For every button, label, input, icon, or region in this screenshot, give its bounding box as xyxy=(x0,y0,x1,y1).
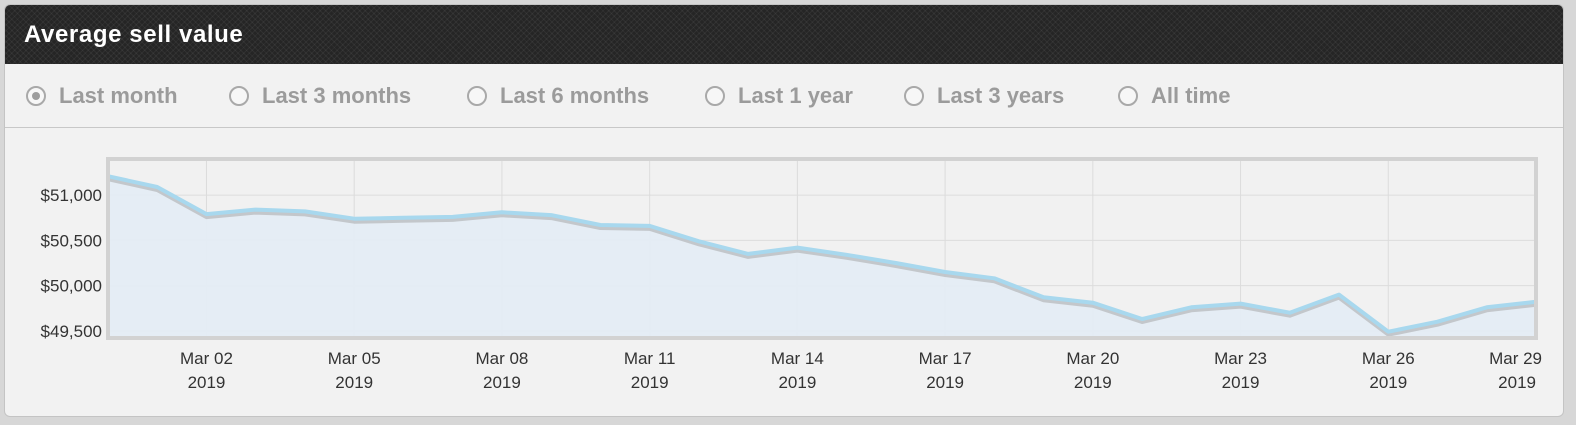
x-tick-label: Mar 11 xyxy=(624,349,676,368)
sell-value-chart: $51,000 $50,500 $50,000 $49,500 Mar 02 2019 Ma… xyxy=(41,157,1542,392)
series-line-shadow xyxy=(107,177,1537,337)
range-option-last-1-year[interactable]: Last 1 year xyxy=(705,64,853,128)
x-tick-label: Mar 20 xyxy=(1066,349,1119,368)
x-tick-label: Mar 05 xyxy=(328,349,381,368)
radio-icon[interactable] xyxy=(467,86,487,106)
x-tick-label: Mar 29 xyxy=(1489,349,1542,368)
y-tick-label: $50,500 xyxy=(41,231,102,250)
radio-icon[interactable] xyxy=(26,86,46,106)
radio-icon[interactable] xyxy=(1118,86,1138,106)
radio-icon[interactable] xyxy=(904,86,924,106)
panel-title: Average sell value xyxy=(5,5,1563,64)
radio-icon[interactable] xyxy=(229,86,249,106)
series-line xyxy=(106,174,1538,334)
range-option-last-3-years[interactable]: Last 3 years xyxy=(904,64,1064,128)
range-option-all-time[interactable]: All time xyxy=(1118,64,1230,128)
x-tick-year-label: 2019 xyxy=(188,373,226,392)
range-label: Last 3 months xyxy=(262,83,412,108)
x-tick-year-label: 2019 xyxy=(778,373,816,392)
x-tick-year-label: 2019 xyxy=(1222,373,1260,392)
x-tick-year-label: 2019 xyxy=(1498,373,1536,392)
x-tick-label: Mar 23 xyxy=(1214,349,1267,368)
time-range-selector: Last month Last 3 months Last 6 months L… xyxy=(5,64,1563,128)
x-tick-label: Mar 02 xyxy=(180,349,233,368)
x-tick-label: Mar 08 xyxy=(475,349,528,368)
y-tick-label: $49,500 xyxy=(41,322,102,341)
x-tick-year-label: 2019 xyxy=(335,373,373,392)
y-tick-label: $50,000 xyxy=(41,277,102,296)
plot-frame xyxy=(106,157,1538,340)
range-option-last-month[interactable]: Last month xyxy=(26,64,178,128)
x-tick-label: Mar 14 xyxy=(771,349,824,368)
x-tick-year-label: 2019 xyxy=(483,373,521,392)
radio-icon[interactable] xyxy=(705,86,725,106)
average-sell-value-panel: Average sell value Last month Last 3 mon… xyxy=(4,4,1564,417)
range-label: Last 6 months xyxy=(500,83,650,108)
y-tick-label: $51,000 xyxy=(41,186,102,205)
x-tick-year-label: 2019 xyxy=(926,373,964,392)
range-label: Last 3 years xyxy=(937,83,1065,108)
x-tick-year-label: 2019 xyxy=(631,373,669,392)
x-tick-year-label: 2019 xyxy=(1369,373,1407,392)
range-label: Last month xyxy=(59,83,178,108)
range-option-last-6-months[interactable]: Last 6 months xyxy=(467,64,649,128)
x-tick-label: Mar 26 xyxy=(1362,349,1415,368)
range-option-last-3-months[interactable]: Last 3 months xyxy=(229,64,411,128)
x-tick-year-label: 2019 xyxy=(1074,373,1112,392)
range-label: Last 1 year xyxy=(738,83,853,108)
range-label: All time xyxy=(1151,83,1231,108)
x-tick-label: Mar 17 xyxy=(919,349,972,368)
